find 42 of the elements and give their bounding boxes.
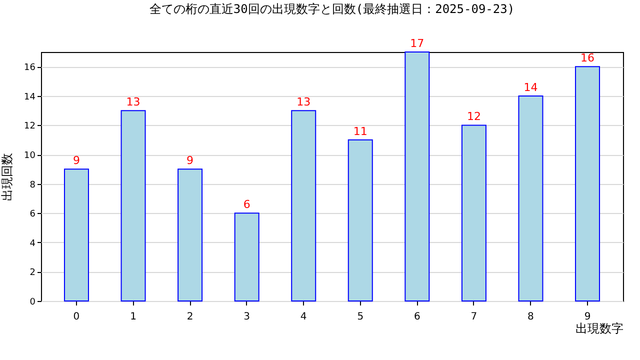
data-label: 9 (72, 154, 80, 168)
bar (575, 66, 600, 302)
x-tick-label: 3 (244, 312, 250, 322)
x-axis-title: 出現数字 (576, 322, 624, 336)
data-label: 11 (353, 124, 368, 138)
bar (291, 110, 316, 302)
x-tick-label: 8 (528, 312, 534, 322)
bar (120, 110, 146, 302)
y-tick-label: 16 (24, 63, 36, 74)
bar (461, 124, 486, 302)
y-tick-label: 12 (24, 122, 36, 132)
y-tick-label: 0 (30, 298, 36, 308)
x-tick-label: 1 (130, 312, 136, 322)
data-label: 6 (243, 198, 250, 212)
bar (64, 168, 89, 302)
y-tick-label: 8 (30, 180, 36, 190)
x-tick-label: 6 (414, 312, 420, 322)
x-tick-label: 2 (186, 312, 194, 322)
y-axis-title: 出現回数 (0, 153, 14, 201)
x-tick-label: 0 (73, 312, 80, 322)
y-tick-label: 2 (30, 268, 36, 278)
bar (178, 168, 203, 302)
y-tick-label: 4 (30, 238, 36, 249)
y-tick-label: 10 (24, 151, 36, 162)
bar (234, 212, 260, 302)
y-tick-label: 6 (30, 210, 36, 220)
data-label: 12 (466, 110, 481, 124)
bar (348, 139, 373, 302)
data-label: 13 (296, 96, 311, 109)
y-tick-label: 14 (24, 92, 36, 102)
x-tick-label: 9 (584, 312, 591, 322)
x-tick-label: 5 (357, 312, 364, 322)
data-label: 13 (126, 96, 140, 109)
data-label: 9 (186, 154, 194, 168)
data-label: 17 (410, 37, 424, 50)
bar (518, 95, 544, 302)
x-tick-label: 7 (470, 312, 478, 322)
data-label: 16 (580, 52, 595, 65)
x-tick-label: 4 (300, 312, 307, 322)
data-label: 14 (524, 80, 538, 94)
bar (404, 52, 430, 302)
chart-title: 全ての桁の直近30回の出現数字と回数(最終抽選日：2025-09-23) (149, 2, 515, 16)
